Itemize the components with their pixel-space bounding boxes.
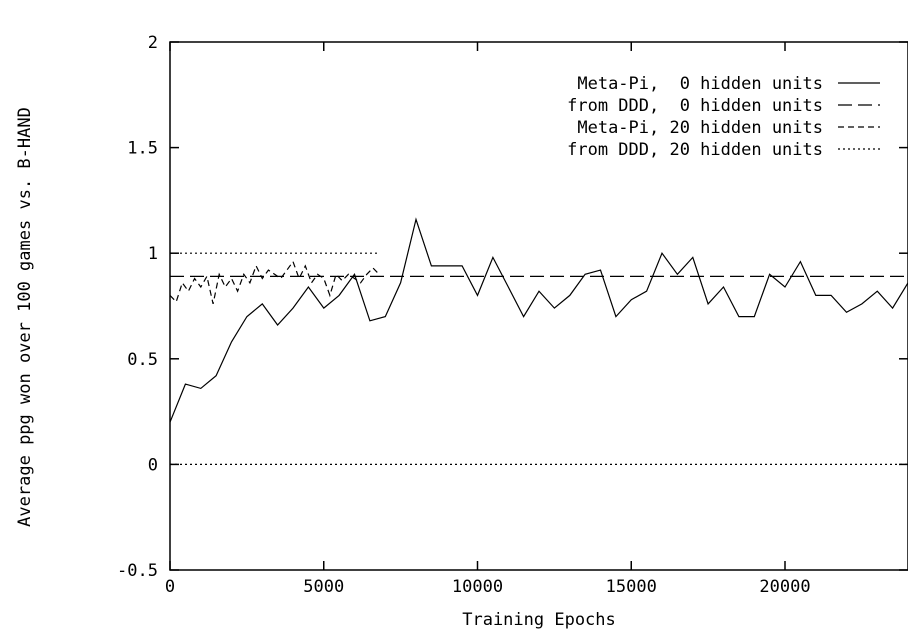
y-axis-label: Average ppg won over 100 games vs. B-HAN… [15,107,35,527]
x-axis: 0 5000 10000 15000 20000 [165,42,811,597]
x-tick-label: 20000 [759,577,810,597]
legend-label: from DDD, 20 hidden units [567,140,823,160]
y-tick-label: 1 [148,244,158,264]
y-tick-label: 1.5 [127,139,158,159]
series-line-metapi-20 [169,260,380,305]
y-tick-label: 0.5 [127,350,158,370]
series-line-metapi-0 [169,217,908,423]
y-tick-label: 2 [148,33,158,53]
legend-label: Meta-Pi, 20 hidden units [577,118,823,138]
y-axis: -0.5 0 0.5 1 1.5 2 [117,33,908,581]
legend-label: from DDD, 0 hidden units [567,96,823,116]
x-tick-label: 0 [165,577,175,597]
x-axis-label: Training Epochs [462,610,616,630]
x-tick-label: 15000 [606,577,657,597]
series-layer [169,217,908,465]
legend-label: Meta-Pi, 0 hidden units [577,74,823,94]
x-tick-label: 10000 [452,577,503,597]
y-tick-label: 0 [148,455,158,475]
plot-frame [169,41,908,571]
y-tick-label: -0.5 [117,561,158,581]
x-tick-label: 5000 [303,577,344,597]
